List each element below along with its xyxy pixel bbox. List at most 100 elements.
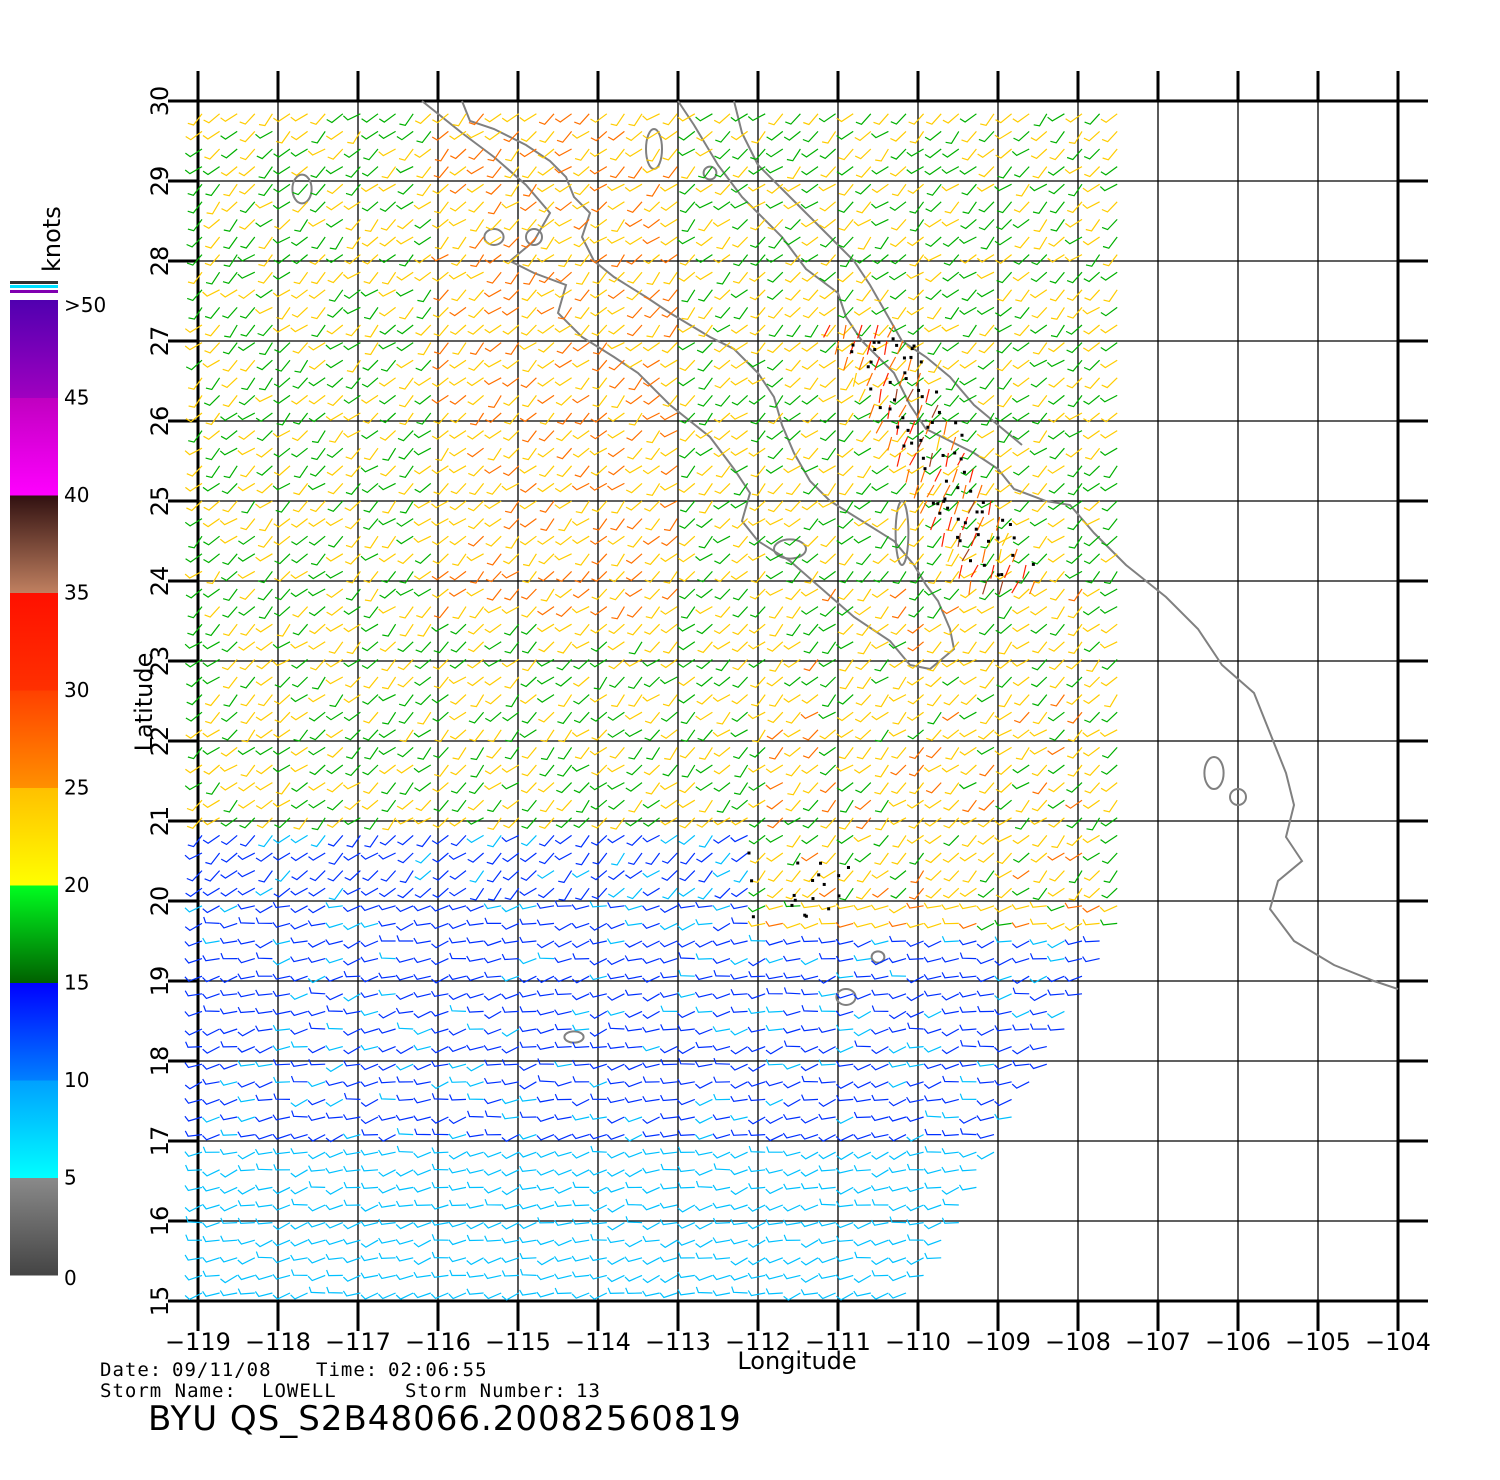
- wind-barb: [855, 782, 872, 794]
- wind-barb: [554, 148, 572, 157]
- rain-flag: [919, 360, 923, 364]
- wind-barb: [731, 641, 749, 653]
- wind-barb: [642, 1096, 660, 1103]
- wind-barb: [818, 1027, 836, 1033]
- wind-barb: [273, 394, 291, 405]
- wind-barb: [483, 957, 502, 964]
- wind-barb: [819, 729, 836, 740]
- wind-barb: [379, 236, 396, 247]
- latitude-tick-label: 30: [146, 86, 174, 117]
- wind-barb: [627, 166, 643, 179]
- rain-flag: [910, 347, 914, 351]
- colorbar-unit: knots: [38, 206, 66, 272]
- wind-barb: [751, 870, 766, 883]
- wind-barb: [994, 817, 1012, 826]
- wind-barb: [254, 306, 273, 315]
- wind-barb: [184, 1028, 203, 1036]
- wind-barb: [994, 570, 1012, 580]
- wind-barb: [1014, 483, 1030, 495]
- wind-barb: [644, 623, 661, 635]
- wind-barb: [326, 324, 344, 335]
- wind-barb: [522, 553, 537, 567]
- wind-barb: [979, 764, 995, 777]
- wind-barb: [642, 817, 660, 827]
- wind-barb: [379, 952, 396, 960]
- wind-barb: [434, 729, 449, 743]
- wind-barb: [204, 606, 221, 618]
- wind-barb: [484, 113, 502, 123]
- colorbar-label: >50: [64, 293, 106, 317]
- wind-barb: [906, 975, 924, 984]
- wind-barb: [698, 835, 713, 848]
- wind-barb: [572, 1181, 590, 1189]
- wind-barb: [431, 588, 449, 599]
- wind-barb: [326, 113, 344, 124]
- wind-barb: [747, 553, 766, 562]
- rain-flag: [804, 914, 808, 918]
- colorbar-segment: [10, 1177, 58, 1276]
- wind-barb: [554, 183, 572, 193]
- wind-barb: [536, 1169, 555, 1176]
- wind-barb: [888, 1046, 907, 1054]
- wind-barb: [782, 955, 801, 962]
- wind-barb: [782, 1113, 801, 1121]
- wind-barb: [748, 834, 766, 845]
- wind-barb: [936, 436, 941, 451]
- wind-barb: [661, 342, 678, 354]
- wind-barb: [431, 694, 449, 704]
- rain-flag: [909, 355, 913, 359]
- wind-barb: [854, 1251, 871, 1259]
- wind-barb: [413, 518, 432, 527]
- wind-barb: [466, 1181, 484, 1189]
- wind-barb: [818, 359, 836, 369]
- rain-flag: [750, 879, 754, 883]
- wind-barb: [501, 922, 520, 930]
- longitude-tick-label: −110: [885, 1328, 951, 1356]
- wind-barb: [325, 412, 344, 421]
- wind-barb: [784, 746, 801, 757]
- wind-barb: [1011, 548, 1018, 563]
- wind-barb: [413, 764, 432, 773]
- wind-barb: [431, 1128, 449, 1136]
- wind-barb: [290, 570, 308, 580]
- wind-barb: [818, 500, 836, 508]
- wind-barb: [1048, 183, 1065, 195]
- colorbar-label: 30: [64, 678, 89, 702]
- wind-barb: [343, 993, 361, 1002]
- wind-barb: [642, 834, 660, 843]
- wind-barb: [765, 1098, 784, 1107]
- wind-barb: [220, 782, 238, 791]
- wind-barb: [659, 782, 678, 791]
- wind-barb: [906, 1271, 924, 1278]
- wind-barb: [962, 870, 977, 883]
- wind-barb: [256, 430, 273, 442]
- wind-barb: [783, 236, 801, 246]
- wind-barb: [343, 658, 361, 668]
- wind-barb: [959, 623, 977, 633]
- wind-barb: [945, 747, 960, 760]
- wind-barb: [257, 271, 273, 284]
- wind-barb: [343, 289, 361, 300]
- wind-barb: [237, 412, 256, 421]
- wind-barb: [765, 553, 784, 562]
- wind-barb: [416, 835, 432, 848]
- wind-barb: [906, 1081, 924, 1087]
- wind-barb: [730, 834, 748, 843]
- wind-barb: [1047, 518, 1065, 528]
- wind-barb: [959, 588, 977, 599]
- wind-barb: [750, 342, 766, 355]
- wind-barb: [554, 957, 572, 964]
- wind-barb: [945, 483, 960, 496]
- wind-barb: [783, 900, 801, 908]
- wind-barb: [783, 465, 801, 474]
- wind-barb: [450, 412, 467, 424]
- wind-barb: [838, 817, 854, 830]
- wind-barb: [325, 676, 344, 685]
- wind-barb: [747, 377, 766, 385]
- wind-barb: [486, 852, 502, 865]
- wind-barb: [537, 782, 555, 793]
- wind-barb: [413, 729, 432, 738]
- wind-barb: [558, 518, 573, 532]
- wind-barb: [1085, 254, 1101, 267]
- wind-barb: [888, 957, 907, 964]
